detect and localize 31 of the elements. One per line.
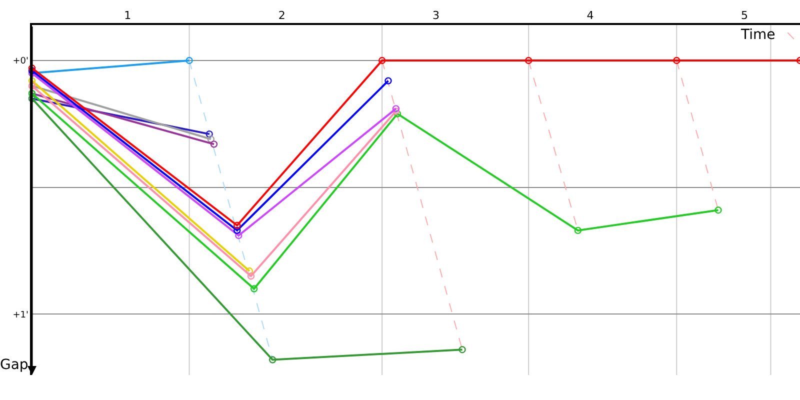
x-axis-title: Time — [740, 27, 776, 43]
point — [207, 136, 214, 143]
point — [384, 77, 392, 84]
y-tick-label: +0' — [12, 56, 28, 67]
point — [392, 105, 400, 112]
point — [206, 130, 213, 138]
x-tick-label: 3 — [432, 8, 440, 22]
point — [28, 64, 36, 72]
point — [673, 56, 680, 64]
point — [210, 140, 218, 148]
point — [378, 56, 386, 64]
point — [234, 222, 241, 229]
y-axis-title: Gap — [0, 357, 28, 373]
point — [28, 77, 36, 84]
y-tick-label: +1' — [12, 310, 28, 320]
x-tick-label: 5 — [740, 8, 748, 22]
point — [234, 226, 241, 234]
x-tick-label: 4 — [586, 8, 594, 22]
point — [250, 285, 258, 292]
x-tick-label: 1 — [124, 8, 132, 22]
point — [458, 346, 466, 354]
x-tick-label: 2 — [278, 8, 286, 22]
point — [186, 56, 193, 64]
point — [394, 110, 402, 118]
point — [392, 108, 400, 115]
point — [268, 356, 276, 364]
point — [247, 272, 255, 280]
point — [524, 56, 532, 64]
point — [714, 206, 722, 214]
point — [235, 232, 242, 240]
point — [574, 226, 582, 234]
